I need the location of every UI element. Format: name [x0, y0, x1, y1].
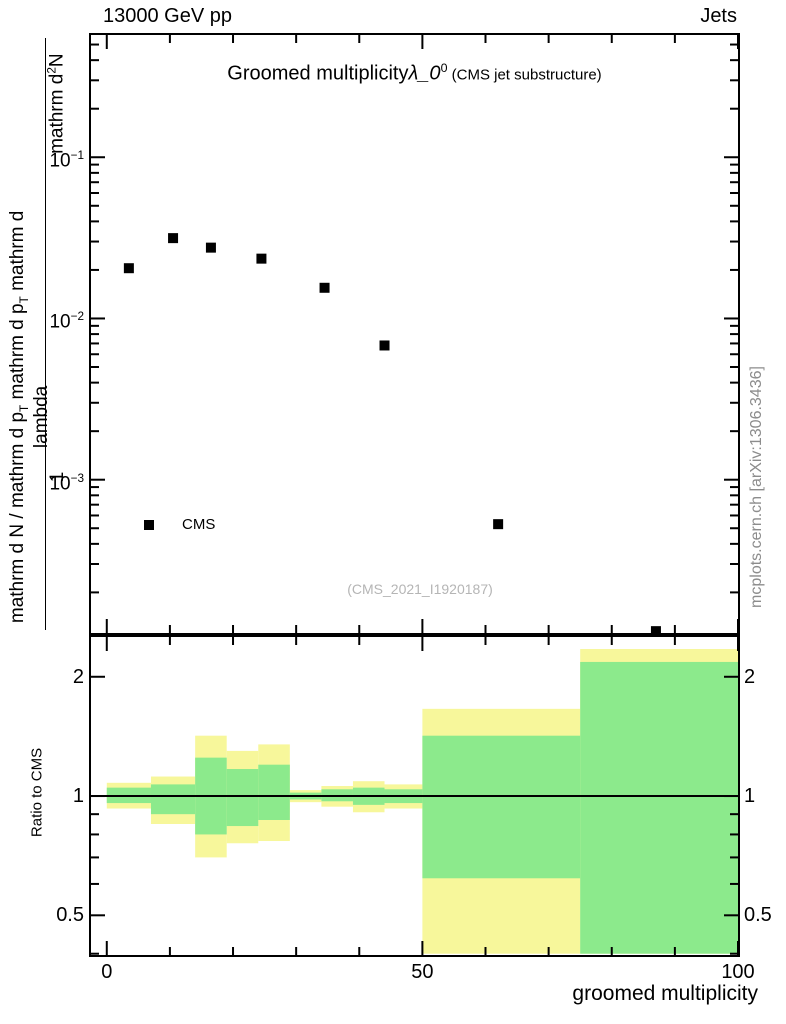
legend: CMS	[144, 516, 215, 533]
data-point-marker	[205, 242, 216, 253]
ratio-ytick-label-left: 0.5	[56, 904, 84, 927]
cms-data-marker-icon	[144, 519, 154, 530]
ratio-ytick-label-right: 2	[744, 665, 756, 688]
inner-uncertainty-band	[150, 784, 196, 815]
legend-label: CMS	[182, 516, 216, 533]
data-point-marker	[123, 263, 134, 274]
main-ytick-label: 10−2	[49, 310, 84, 333]
main-ytick-label: 10−1	[49, 149, 84, 172]
inner-uncertainty-band	[580, 661, 738, 954]
beam-energy-label: 13000 GeV pp	[103, 5, 232, 27]
data-point-marker	[256, 253, 267, 264]
uncertainty-bands	[106, 649, 738, 954]
analysis-id-watermark: (CMS_2021_I1920187)	[347, 581, 493, 597]
mcplots-reference-note: mcplots.cern.ch [arXiv:1306.3436]	[748, 366, 765, 608]
ratio-plot-canvas	[91, 637, 738, 955]
data-points	[123, 233, 661, 633]
fraction-bar	[45, 38, 46, 630]
plot-title: Groomed multiplicityλ_00 (CMS jet substr…	[227, 61, 602, 85]
analysis-category-label: Jets	[700, 5, 737, 27]
ratio-plot-panel	[89, 635, 740, 957]
data-point-marker	[493, 519, 504, 530]
x-ticks	[105, 35, 738, 633]
main-plot-canvas	[91, 35, 738, 633]
ratio-ytick-label-left: 2	[72, 665, 84, 688]
data-point-marker	[650, 626, 661, 633]
xtick-label: 0	[101, 961, 113, 983]
inner-uncertainty-band	[422, 735, 581, 879]
y-ticks	[91, 675, 738, 955]
xaxis-title: groomed multiplicity	[572, 982, 758, 1005]
inner-uncertainty-band	[226, 769, 259, 827]
inner-uncertainty-band	[258, 764, 290, 821]
xtick-label: 100	[721, 961, 755, 983]
y-ticks	[91, 43, 738, 594]
yaxis-title-denominator: mathrm d N / mathrm d pT mathrm d pT mat…	[7, 210, 52, 624]
ratio-ytick-label-left: 1	[72, 785, 84, 808]
main-ytick-label: 10−3	[49, 471, 84, 495]
data-point-marker	[168, 233, 179, 244]
x-ticks	[105, 637, 738, 955]
ratio-ytick-label-right: 0.5	[744, 904, 772, 927]
data-point-marker	[319, 282, 330, 293]
ratio-ytick-label-right: 1	[744, 785, 756, 808]
data-point-marker	[379, 340, 390, 351]
main-plot-panel: Groomed multiplicityλ_00 (CMS jet substr…	[89, 33, 740, 635]
xtick-label: 50	[411, 961, 434, 983]
